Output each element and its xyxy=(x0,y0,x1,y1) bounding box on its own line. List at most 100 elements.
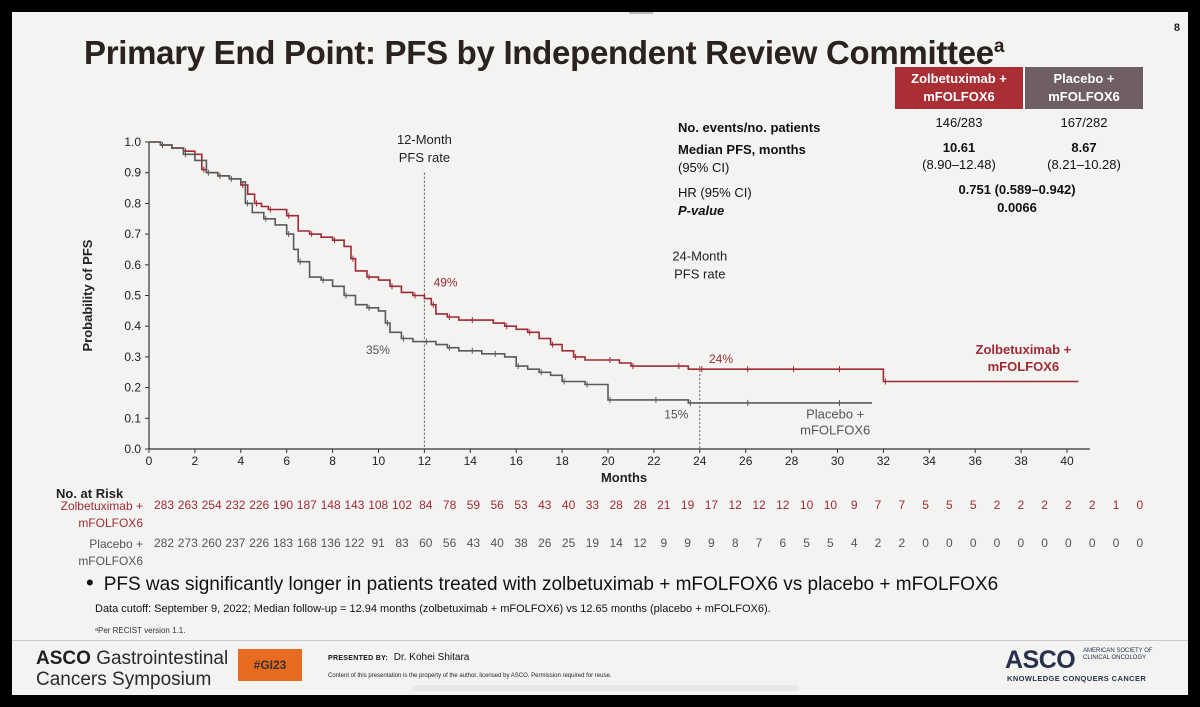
x-tick-label: 32 xyxy=(877,454,891,468)
risk-value-placebo: 0 xyxy=(1017,536,1025,550)
risk-value-placebo: 14 xyxy=(609,536,623,550)
risk-value-placebo: 4 xyxy=(850,536,858,550)
x-tick-label: 18 xyxy=(555,454,569,468)
risk-value-zolbetuximab: 0 xyxy=(1136,498,1144,512)
zolbetuximab-series-label-line2: mFOLFOX6 xyxy=(988,359,1060,374)
risk-value-placebo: 83 xyxy=(395,536,409,550)
x-tick-label: 28 xyxy=(785,454,799,468)
x-tick-label: 14 xyxy=(464,454,478,468)
risk-value-zolbetuximab: 263 xyxy=(177,498,198,512)
risk-value-zolbetuximab: 108 xyxy=(368,498,389,512)
y-tick-label: 0.1 xyxy=(124,411,141,425)
risk-value-zolbetuximab: 12 xyxy=(728,498,742,512)
home-indicator xyxy=(412,685,798,691)
placebo-12m-label: 35% xyxy=(366,343,390,357)
x-tick-label: 38 xyxy=(1014,454,1028,468)
events-label: No. events/no. patients xyxy=(678,120,821,135)
risk-value-placebo: 0 xyxy=(1065,536,1072,550)
risk-value-placebo: 0 xyxy=(946,536,953,550)
placebo-curve xyxy=(149,141,872,404)
copyright-notice: Content of this presentation is the prop… xyxy=(328,673,612,679)
x-tick-label: 4 xyxy=(237,454,244,468)
placebo-24m-label: 15% xyxy=(664,407,688,421)
risk-value-zolbetuximab: 10 xyxy=(799,498,814,512)
km-chart: 0 2 4 6 8 10 12 14 16 18 20 22 24 26 28 30 32 34 36 38 400.0… xyxy=(80,132,1090,482)
risk-value-placebo: 7 xyxy=(755,536,763,550)
y-tick-label: 0.0 xyxy=(124,442,141,456)
hr-value: 0.751 (0.589–0.942) xyxy=(958,182,1076,197)
x-tick-label: 10 xyxy=(372,454,386,468)
risk-value-placebo: 60 xyxy=(419,536,433,550)
risk-value-zolbetuximab: 5 xyxy=(969,498,977,512)
x-tick-label: 12 xyxy=(418,454,432,468)
risk-value-placebo: 5 xyxy=(827,536,834,550)
risk-value-zolbetuximab: 28 xyxy=(609,498,623,512)
footer-divider xyxy=(12,640,1188,641)
median-ci-label: (95% CI) xyxy=(678,160,730,175)
slide: 8 Primary End Point: PFS by Independent … xyxy=(12,12,1188,695)
risk-value-zolbetuximab: 10 xyxy=(823,498,838,512)
risk-label-zolbetuximab: Zolbetuximab + mFOLFOX6 xyxy=(60,499,143,530)
x-tick-label: 8 xyxy=(329,454,336,468)
risk-value-zolbetuximab: 2 xyxy=(1017,498,1025,512)
risk-value-zolbetuximab: 43 xyxy=(538,498,552,512)
risk-value-placebo: 273 xyxy=(177,536,198,550)
risk-value-placebo: 26 xyxy=(538,536,552,550)
month12-label-line1: 12-Month xyxy=(397,132,452,147)
title-superscript: a xyxy=(993,36,1005,57)
table-header-zolbetuximab: Zolbetuximab + mFOLFOX6 xyxy=(895,67,1023,109)
risk-value-zolbetuximab: 254 xyxy=(201,498,222,512)
risk-value-zolbetuximab: 2 xyxy=(993,498,1001,512)
x-tick-label: 16 xyxy=(510,454,524,468)
risk-value-zolbetuximab: 12 xyxy=(752,498,766,512)
risk-value-placebo: 56 xyxy=(442,536,457,550)
risk-value-placebo: 0 xyxy=(1088,536,1096,550)
risk-value-zolbetuximab: 5 xyxy=(946,498,953,512)
risk-value-zolbetuximab: 53 xyxy=(514,498,528,512)
y-tick-label: 0.8 xyxy=(124,196,141,210)
key-finding-bullet: • PFS was significantly longer in patient… xyxy=(86,570,999,595)
risk-value-placebo: 0 xyxy=(1112,536,1120,550)
risk-value-zolbetuximab: 7 xyxy=(898,498,906,512)
risk-value-placebo: 2 xyxy=(874,536,882,550)
risk-value-zolbetuximab: 7 xyxy=(874,498,882,512)
risk-value-placebo: 282 xyxy=(154,536,175,550)
y-tick-label: 0.9 xyxy=(124,166,141,180)
hr-label: HR (95% CI) xyxy=(678,185,752,200)
y-tick-label: 1.0 xyxy=(124,135,141,149)
risk-value-zolbetuximab: 190 xyxy=(273,498,294,512)
risk-value-placebo: 9 xyxy=(684,536,691,550)
risk-value-placebo: 0 xyxy=(969,536,977,550)
risk-value-placebo: 12 xyxy=(633,536,647,550)
y-tick-label: 0.7 xyxy=(124,227,141,241)
data-cutoff-note: Data cutoff: September 9, 2022; Median f… xyxy=(95,603,771,615)
x-tick-label: 26 xyxy=(739,454,753,468)
events-zolbetuximab: 146/283 xyxy=(935,115,983,130)
risk-value-zolbetuximab: 2 xyxy=(1088,498,1096,512)
risk-value-zolbetuximab: 283 xyxy=(154,498,175,512)
risk-value-zolbetuximab: 5 xyxy=(922,498,929,512)
risk-value-zolbetuximab: 84 xyxy=(419,498,433,512)
risk-value-zolbetuximab: 2 xyxy=(1065,498,1072,512)
risk-value-placebo: 40 xyxy=(490,536,504,550)
y-tick-label: 0.3 xyxy=(124,350,141,364)
risk-value-placebo: 0 xyxy=(922,536,929,550)
x-tick-label: 2 xyxy=(192,454,199,468)
risk-value-placebo: 2 xyxy=(898,536,906,550)
risk-value-placebo: 43 xyxy=(466,536,481,550)
page-number: 8 xyxy=(1173,22,1180,34)
placebo-series-label-line1: Placebo + xyxy=(806,406,864,421)
risk-value-zolbetuximab: 40 xyxy=(561,498,576,512)
x-tick-label: 30 xyxy=(831,454,845,468)
risk-value-placebo: 122 xyxy=(344,536,365,550)
x-tick-label: 6 xyxy=(283,454,290,468)
risk-value-zolbetuximab: 78 xyxy=(442,498,457,512)
risk-value-placebo: 0 xyxy=(1136,536,1144,550)
risk-value-zolbetuximab: 102 xyxy=(392,498,413,512)
risk-value-zolbetuximab: 226 xyxy=(249,498,270,512)
risk-value-placebo: 19 xyxy=(585,536,600,550)
x-axis-label: Months xyxy=(601,470,647,482)
risk-value-zolbetuximab: 19 xyxy=(680,498,695,512)
x-tick-label: 34 xyxy=(923,454,937,468)
x-tick-label: 22 xyxy=(647,454,661,468)
